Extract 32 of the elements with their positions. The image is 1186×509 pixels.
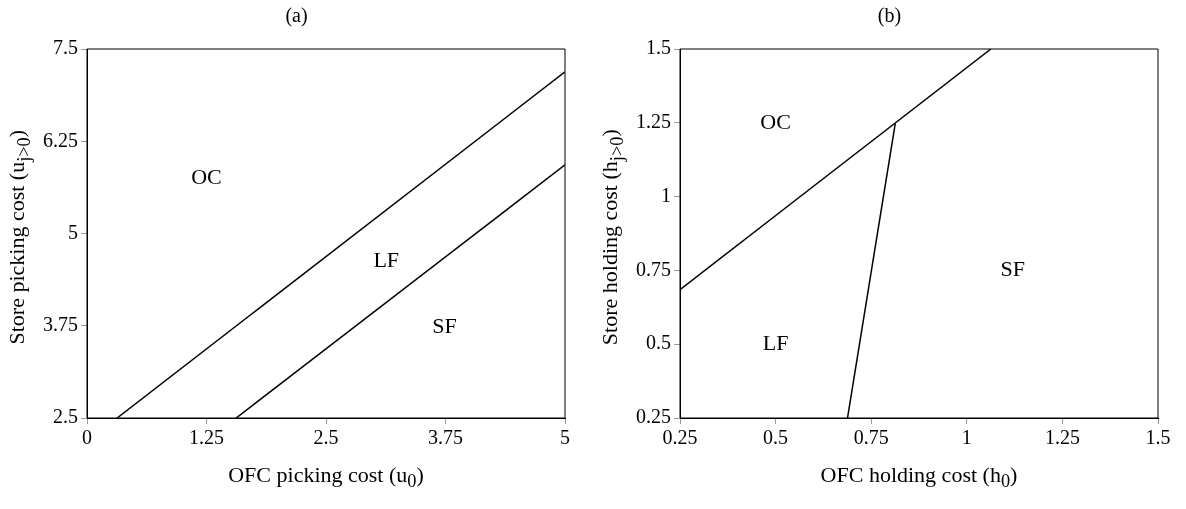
y-tick-label: 3.75 [43, 313, 78, 335]
x-tick-label: 1.25 [189, 426, 224, 449]
chart-title: (b) [876, 4, 903, 27]
x-tick-label: 1.5 [1145, 426, 1171, 449]
y-tick-label: 1.5 [646, 36, 671, 59]
x-axis-title: OFC holding cost (h$_{0}$) [819, 462, 1019, 493]
y-tick-label: 0.25 [636, 405, 671, 428]
y-tick-label: 6.25 [43, 128, 78, 151]
annotation: SF [1000, 256, 1025, 282]
annotation: OC [760, 108, 791, 134]
x-tick-label: 1.25 [1044, 426, 1080, 449]
x-axis-title: OFC picking cost (u$_{0}$) [227, 462, 425, 493]
y-tick-label: 2.5 [53, 405, 78, 428]
x-tick-label: 5 [560, 426, 570, 449]
x-tick-label: 0.5 [763, 426, 789, 449]
y-tick-label: 7.5 [53, 36, 78, 59]
y-tick-label: 1.25 [636, 110, 671, 133]
x-tick-label: 0 [82, 426, 92, 449]
x-tick-label: 3.75 [428, 426, 463, 449]
annotation: LF [373, 246, 400, 272]
y-tick-label: 0.5 [646, 331, 671, 354]
x-tick-label: 0.25 [662, 426, 698, 449]
y-tick-label: 1 [661, 183, 671, 206]
annotation: SF [432, 312, 457, 338]
x-tick-label: 2.5 [313, 426, 339, 449]
annotation: LF [762, 329, 789, 355]
chart-title: (a) [284, 4, 309, 27]
x-tick-label: 0.75 [853, 426, 889, 449]
annotation: OC [191, 163, 222, 189]
y-tick-label: 0.75 [636, 257, 671, 280]
y-tick-label: 5 [68, 220, 78, 243]
x-tick-label: 1 [961, 426, 972, 449]
